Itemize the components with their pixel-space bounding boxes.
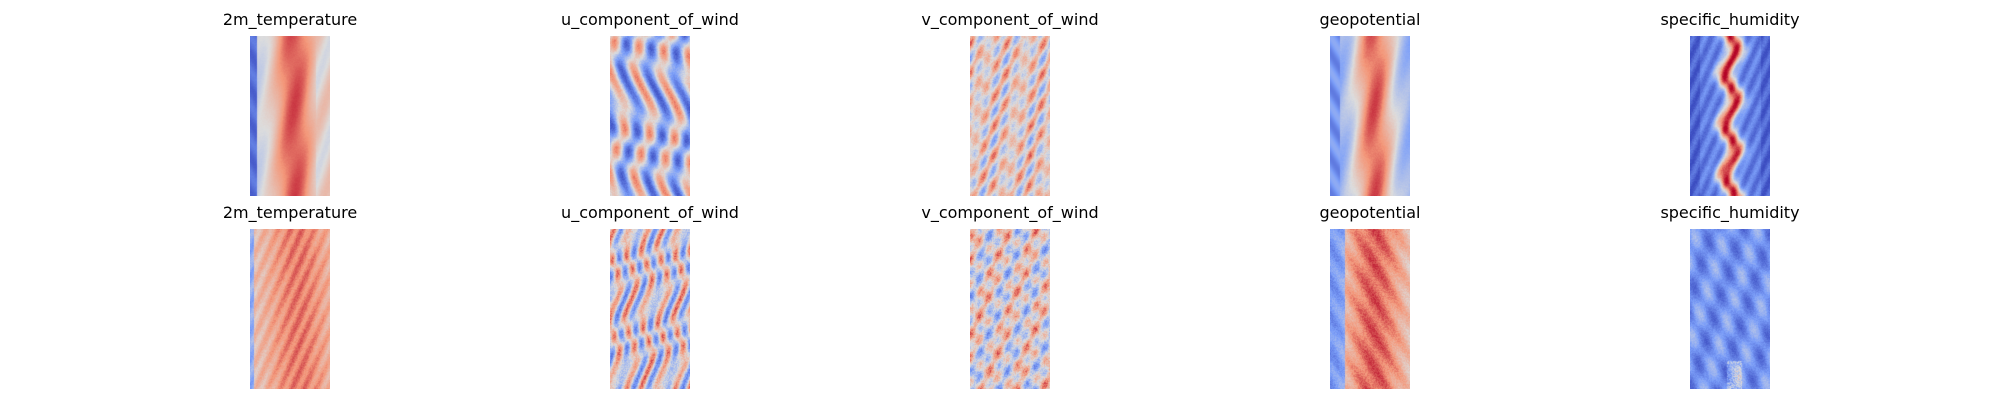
panel-v-component-of-wind-row2: v_component_of_wind [921, 203, 1099, 391]
panel-title: geopotential [1319, 203, 1421, 222]
panel-title: 2m_temperature [222, 10, 358, 29]
heatmap-geopotential [1330, 229, 1410, 389]
panel-2m-temperature-row1: 2m_temperature [223, 10, 357, 198]
panel-specific-humidity-row1: specific_humidity [1660, 10, 1800, 198]
panel-title: specific_humidity [1660, 203, 1800, 222]
panel-v-component-of-wind-row1: v_component_of_wind [921, 10, 1099, 198]
heatmap-v-component-of-wind [970, 36, 1050, 196]
heatmap-v-component-of-wind [970, 229, 1050, 389]
heatmap-u-component-of-wind [610, 36, 690, 196]
panel-geopotential-row2: geopotential [1320, 203, 1420, 391]
panel-title: v_component_of_wind [921, 203, 1099, 222]
panel-title: u_component_of_wind [561, 10, 739, 29]
heatmap-geopotential [1330, 36, 1410, 196]
heatmap-specific-humidity [1690, 36, 1770, 196]
panel-title: geopotential [1319, 10, 1421, 29]
panel-u-component-of-wind-row2: u_component_of_wind [561, 203, 739, 391]
panel-title: specific_humidity [1660, 10, 1800, 29]
heatmap-2m-temperature [250, 36, 330, 196]
panel-2m-temperature-row2: 2m_temperature [223, 203, 357, 391]
panel-title: v_component_of_wind [921, 10, 1099, 29]
panel-u-component-of-wind-row1: u_component_of_wind [561, 10, 739, 198]
heatmap-specific-humidity [1690, 229, 1770, 389]
panel-title: u_component_of_wind [561, 203, 739, 222]
panel-title: 2m_temperature [222, 203, 358, 222]
heatmap-u-component-of-wind [610, 229, 690, 389]
panel-specific-humidity-row2: specific_humidity [1660, 203, 1800, 391]
panel-geopotential-row1: geopotential [1320, 10, 1420, 198]
heatmap-2m-temperature [250, 229, 330, 389]
